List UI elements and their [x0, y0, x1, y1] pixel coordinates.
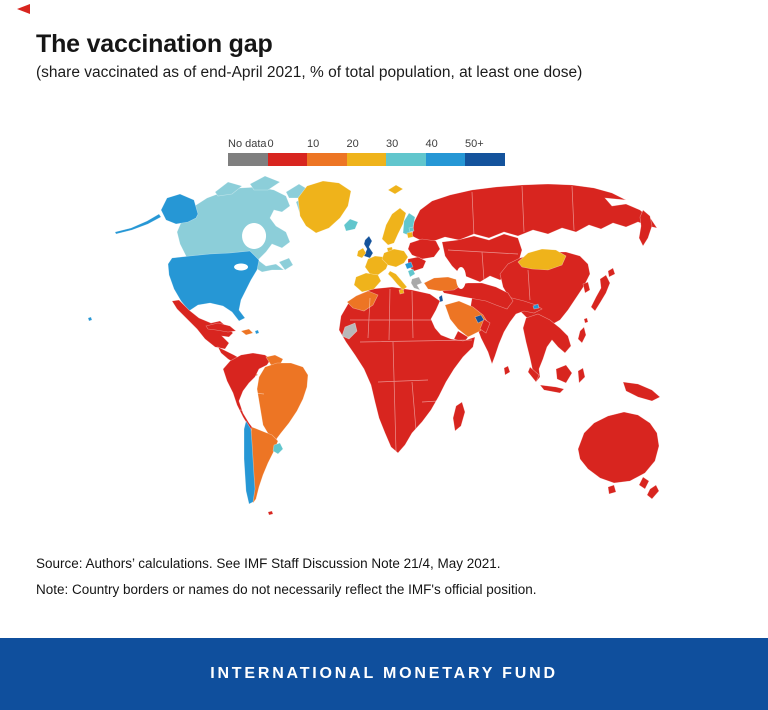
legend-color-scale: No data 0 10 20 30 40 50+ [228, 138, 505, 166]
map-region-greenland [297, 180, 352, 234]
map-region-morocco [346, 290, 379, 312]
map-region-mongolia [517, 248, 567, 271]
map-region-western-sahara [341, 322, 358, 340]
black-sea [428, 264, 453, 276]
legend-swatch [346, 153, 386, 166]
map-region-sri-lanka [503, 365, 511, 376]
hudson-bay [242, 223, 267, 249]
map-region-sicily [398, 288, 405, 295]
legend-swatch [386, 153, 426, 166]
map-region-france [364, 255, 390, 276]
corner-marker [17, 4, 30, 14]
map-region-mexico [171, 299, 234, 350]
map-region-hungary [404, 261, 414, 270]
map-region-alaska [160, 193, 199, 225]
map-region-tasmania [607, 484, 617, 495]
chart-subtitle: (share vaccinated as of end-April 2021, … [36, 64, 583, 81]
map-region-australia [577, 411, 660, 484]
map-region-indonesia [555, 364, 573, 384]
map-region-philippines [577, 326, 587, 344]
map-region-oman [479, 318, 491, 334]
map-region-japan [607, 267, 616, 278]
legend-item-6: 50+ [465, 138, 505, 166]
legend-swatch [307, 153, 347, 166]
map-region-africa [338, 286, 476, 454]
map-region-chile [243, 420, 256, 505]
map-region-ukraine [407, 238, 441, 260]
legend-item-2: 10 [307, 138, 347, 166]
map-region-brazil [256, 362, 309, 442]
legend-swatch [425, 153, 465, 166]
map-region-aleutians [114, 213, 162, 235]
map-region-india [469, 293, 543, 365]
legend-label: 30 [386, 138, 399, 150]
legend-item-3: 20 [346, 138, 386, 166]
imf-footer-bar: INTERNATIONAL MONETARY FUND [0, 638, 768, 710]
legend-swatch [267, 153, 307, 166]
world-choropleth-map [60, 170, 710, 538]
map-region-puerto-rico [254, 329, 260, 335]
chart-title: The vaccination gap [36, 30, 273, 58]
map-region-iberia [353, 272, 382, 293]
map-region-japan [590, 274, 611, 312]
map-region-se-asia [522, 313, 572, 383]
map-region-ireland [356, 247, 367, 259]
map-region-kamchatka [638, 209, 653, 247]
map-region-new-guinea [622, 381, 661, 402]
caspian-sea [456, 267, 467, 289]
legend-swatch [228, 153, 268, 166]
map-region-baltic-states [406, 231, 414, 239]
map-region-estonia [408, 226, 415, 233]
legend-label: 20 [346, 138, 359, 150]
country-border-lines [239, 185, 575, 452]
map-region-scandinavia [381, 207, 407, 246]
legend-label: 40 [425, 138, 438, 150]
map-region-indonesia [527, 366, 540, 383]
map-region-arctic-islands [214, 181, 243, 197]
map-region-arctic-islands [249, 175, 281, 191]
map-region-korea [582, 281, 591, 294]
legend-swatch [465, 153, 505, 166]
map-region-indonesia [577, 367, 586, 384]
map-region-hispaniola [240, 328, 254, 336]
map-region-taiwan [583, 317, 589, 324]
legend-label: 50+ [465, 138, 484, 150]
map-region-new-zealand [638, 476, 650, 490]
source-text: Source: Authors’ calculations. See IMF S… [36, 556, 501, 571]
map-region-indonesia [539, 384, 565, 394]
map-region-israel [438, 294, 444, 303]
map-region-hawaii [87, 316, 93, 322]
map-region-svalbard [387, 184, 404, 195]
map-region-greece [410, 276, 423, 291]
map-region-iceland [343, 218, 359, 232]
legend-item-5: 40 [425, 138, 465, 166]
legend-item-1: 0 [267, 138, 307, 166]
world-map-svg [87, 175, 661, 516]
great-lakes [234, 263, 249, 271]
map-region-uruguay [272, 442, 284, 455]
map-region-newfoundland [278, 257, 294, 271]
legend-label: No data [228, 138, 267, 150]
legend-label: 0 [267, 138, 274, 150]
map-region-middle-east [440, 282, 514, 310]
note-text: Note: Country borders or names do not ne… [36, 582, 537, 597]
map-region-russia [411, 183, 658, 243]
legend-label: 10 [307, 138, 320, 150]
map-region-new-zealand [646, 484, 660, 500]
legend-item-4: 30 [386, 138, 426, 166]
map-region-central-europe [381, 248, 409, 268]
map-region-serbia [407, 268, 416, 278]
map-region-cuba [205, 322, 237, 333]
map-region-uk [363, 235, 374, 259]
imf-footer-label: INTERNATIONAL MONETARY FUND [210, 665, 558, 682]
map-region-madagascar [452, 401, 466, 432]
map-region-bhutan [532, 303, 540, 310]
map-region-falklands [267, 510, 274, 516]
legend-item-0: No data [228, 138, 268, 166]
